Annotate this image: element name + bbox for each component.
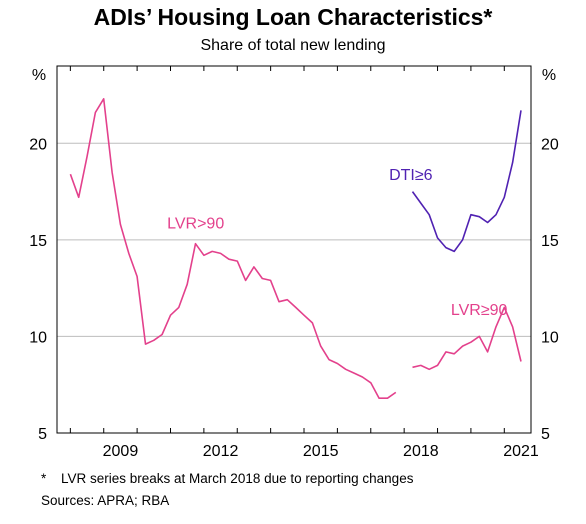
y-tick-label-right: 10 [541,329,559,346]
y-tick-label-left: 10 [29,329,47,346]
series-label: DTI≥6 [389,167,433,184]
x-tick-label: 2018 [403,443,439,460]
y-tick-label-left: 15 [29,233,47,250]
x-tick-label: 2009 [103,443,139,460]
y-unit-label-right: % [542,67,556,84]
sources-note: Sources: APRA; RBA [41,493,170,508]
x-tick-label: 2015 [303,443,339,460]
y-tick-label-left: 20 [29,136,47,153]
series-line-LVR>90 [69,98,397,399]
series-label: LVR>90 [167,215,224,232]
y-unit-label-left: % [32,67,46,84]
series-label: LVR≥90 [451,302,508,319]
chart-subtitle: Share of total new lending [200,37,386,54]
footnote-mark: * [41,471,47,486]
series-line-LVR≥90 [412,306,522,371]
x-tick-label: 2021 [503,443,539,460]
series-line-DTI≥6 [411,110,522,253]
plot-frame [56,65,532,434]
y-tick-label-right: 20 [541,136,559,153]
footnote-text: LVR series breaks at March 2018 due to r… [61,471,414,486]
x-tick-label: 2012 [203,443,239,460]
y-tick-label-left: 5 [38,426,47,443]
y-tick-label-right: 5 [541,426,550,443]
chart-title: ADIs’ Housing Loan Characteristics* [93,4,493,30]
y-tick-label-right: 15 [541,233,559,250]
